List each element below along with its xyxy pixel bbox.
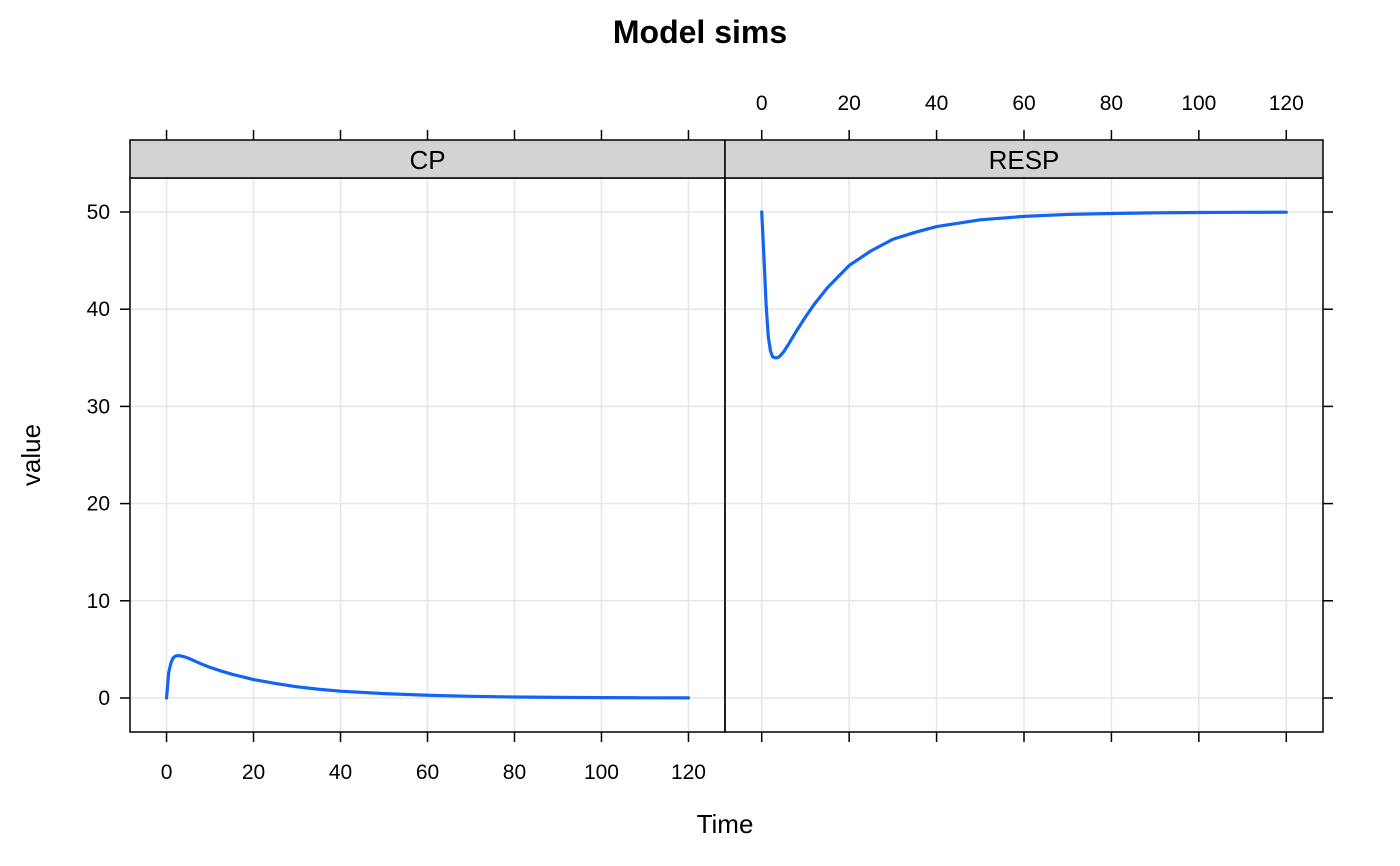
x-tick-label: 0 xyxy=(756,92,768,115)
strip-label-cp: CP xyxy=(409,145,445,175)
x-tick-label: 100 xyxy=(1181,92,1216,115)
chart-title: Model sims xyxy=(613,14,787,50)
y-tick-label: 10 xyxy=(87,590,110,613)
y-tick-label: 20 xyxy=(87,493,110,516)
series-line-cp xyxy=(164,654,691,700)
strip-resp xyxy=(724,139,1324,179)
y-tick-label: 0 xyxy=(98,687,110,710)
x-tick-label: 40 xyxy=(925,92,948,115)
series-line-resp xyxy=(760,210,1288,360)
y-tick-label: 40 xyxy=(87,298,110,321)
x-tick-label: 120 xyxy=(671,761,706,784)
x-tick-label: 80 xyxy=(1100,92,1123,115)
x-tick-label: 80 xyxy=(503,761,526,784)
x-tick-label: 0 xyxy=(161,761,173,784)
panel-cp: CP 0 20 40 60 80 100 120 0 10 20 30 40 50 xyxy=(87,130,726,784)
x-tick-label: 60 xyxy=(416,761,439,784)
x-tick-label: 20 xyxy=(242,761,265,784)
y-tick-label: 30 xyxy=(87,395,110,418)
x-tick-label: 120 xyxy=(1269,92,1304,115)
y-tick-label: 50 xyxy=(87,201,110,224)
panel-resp: RESP 0 20 40 60 80 100 120 xyxy=(724,92,1333,742)
y-axis-title: value xyxy=(16,424,46,486)
x-axis-title: Time xyxy=(697,809,754,839)
x-tick-label: 20 xyxy=(837,92,860,115)
x-tick-label: 60 xyxy=(1012,92,1035,115)
strip-label-resp: RESP xyxy=(989,145,1060,175)
x-tick-label: 100 xyxy=(584,761,619,784)
x-tick-label: 40 xyxy=(329,761,352,784)
strip-cp xyxy=(129,139,726,179)
panels-layer: CP 0 20 40 60 80 100 120 0 10 20 30 40 50 RESP 0 20 40 60 8… xyxy=(87,92,1333,784)
